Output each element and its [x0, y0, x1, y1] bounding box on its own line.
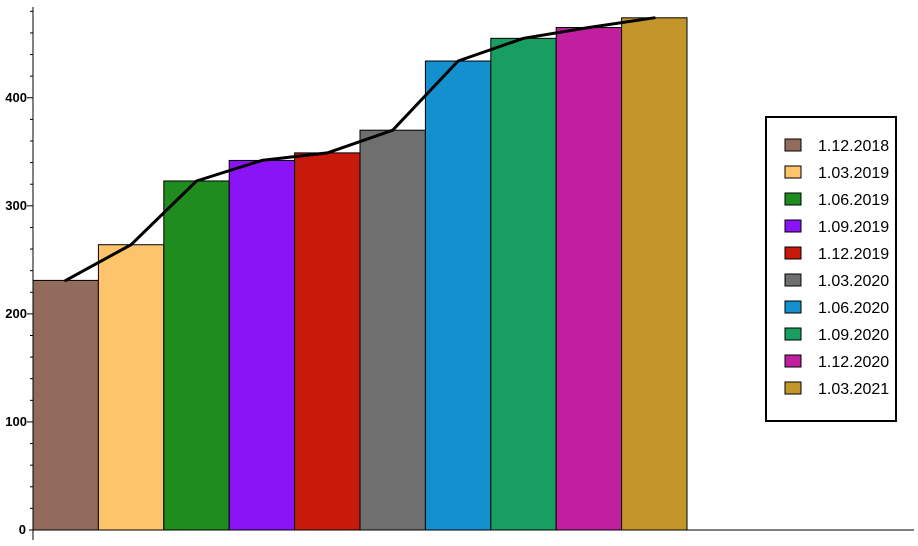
legend-swatch-1.12.2018: [784, 138, 802, 152]
y-tick-label-0: 0: [19, 522, 26, 537]
legend-label-1.12.2018: 1.12.2018: [818, 138, 889, 155]
bar-1.09.2020: [490, 37, 557, 531]
bar-1.06.2020: [424, 60, 492, 531]
legend-swatch-1.06.2019: [784, 192, 802, 206]
legend-swatch-1.12.2020: [784, 354, 802, 368]
legend-swatch-1.09.2020: [784, 327, 802, 341]
legend-swatch-1.12.2019: [784, 246, 802, 260]
bar-1.03.2019: [97, 244, 165, 531]
y-tick-label-400: 400: [5, 90, 27, 105]
bars-layer: [32, 17, 688, 531]
bar-1.12.2019: [294, 152, 361, 531]
legend: 1.12.2018 1.03.2019 1.06.2019 1.09.2019 1.12…: [765, 116, 897, 422]
overlay-line-layer: [64, 16, 656, 282]
legend-swatch-1.03.2020: [784, 273, 802, 287]
y-tick-label-200: 200: [5, 306, 27, 321]
legend-label-1.12.2019: 1.12.2019: [818, 246, 889, 263]
legend-label-1.06.2020: 1.06.2020: [818, 300, 889, 317]
legend-label-1.09.2019: 1.09.2019: [818, 219, 889, 236]
legend-swatch-1.03.2021: [784, 381, 802, 395]
legend-label-1.03.2020: 1.03.2020: [818, 273, 889, 290]
legend-swatch-1.03.2019: [784, 165, 802, 179]
bar-1.06.2019: [163, 180, 230, 531]
bar-1.09.2019: [228, 159, 296, 531]
legend-label-1.03.2019: 1.03.2019: [818, 165, 889, 182]
legend-swatch-1.09.2019: [784, 219, 802, 233]
bar-1.12.2020: [555, 27, 623, 531]
overlay-trend-line: [64, 16, 656, 282]
legend-label-1.06.2019: 1.06.2019: [818, 192, 889, 209]
bar-1.03.2021: [621, 17, 688, 531]
axes-layer: 0 100 200 300 400: [5, 7, 914, 540]
legend-label-1.12.2020: 1.12.2020: [818, 354, 889, 371]
y-tick-label-300: 300: [5, 198, 27, 213]
y-tick-label-100: 100: [5, 414, 27, 429]
legend-swatch-1.06.2020: [784, 300, 802, 314]
legend-frame: [765, 116, 897, 422]
bar-1.03.2020: [359, 129, 426, 531]
bar-1.12.2018: [32, 279, 99, 531]
legend-label-1.03.2021: 1.03.2021: [818, 381, 889, 398]
legend-label-1.09.2020: 1.09.2020: [818, 327, 889, 344]
